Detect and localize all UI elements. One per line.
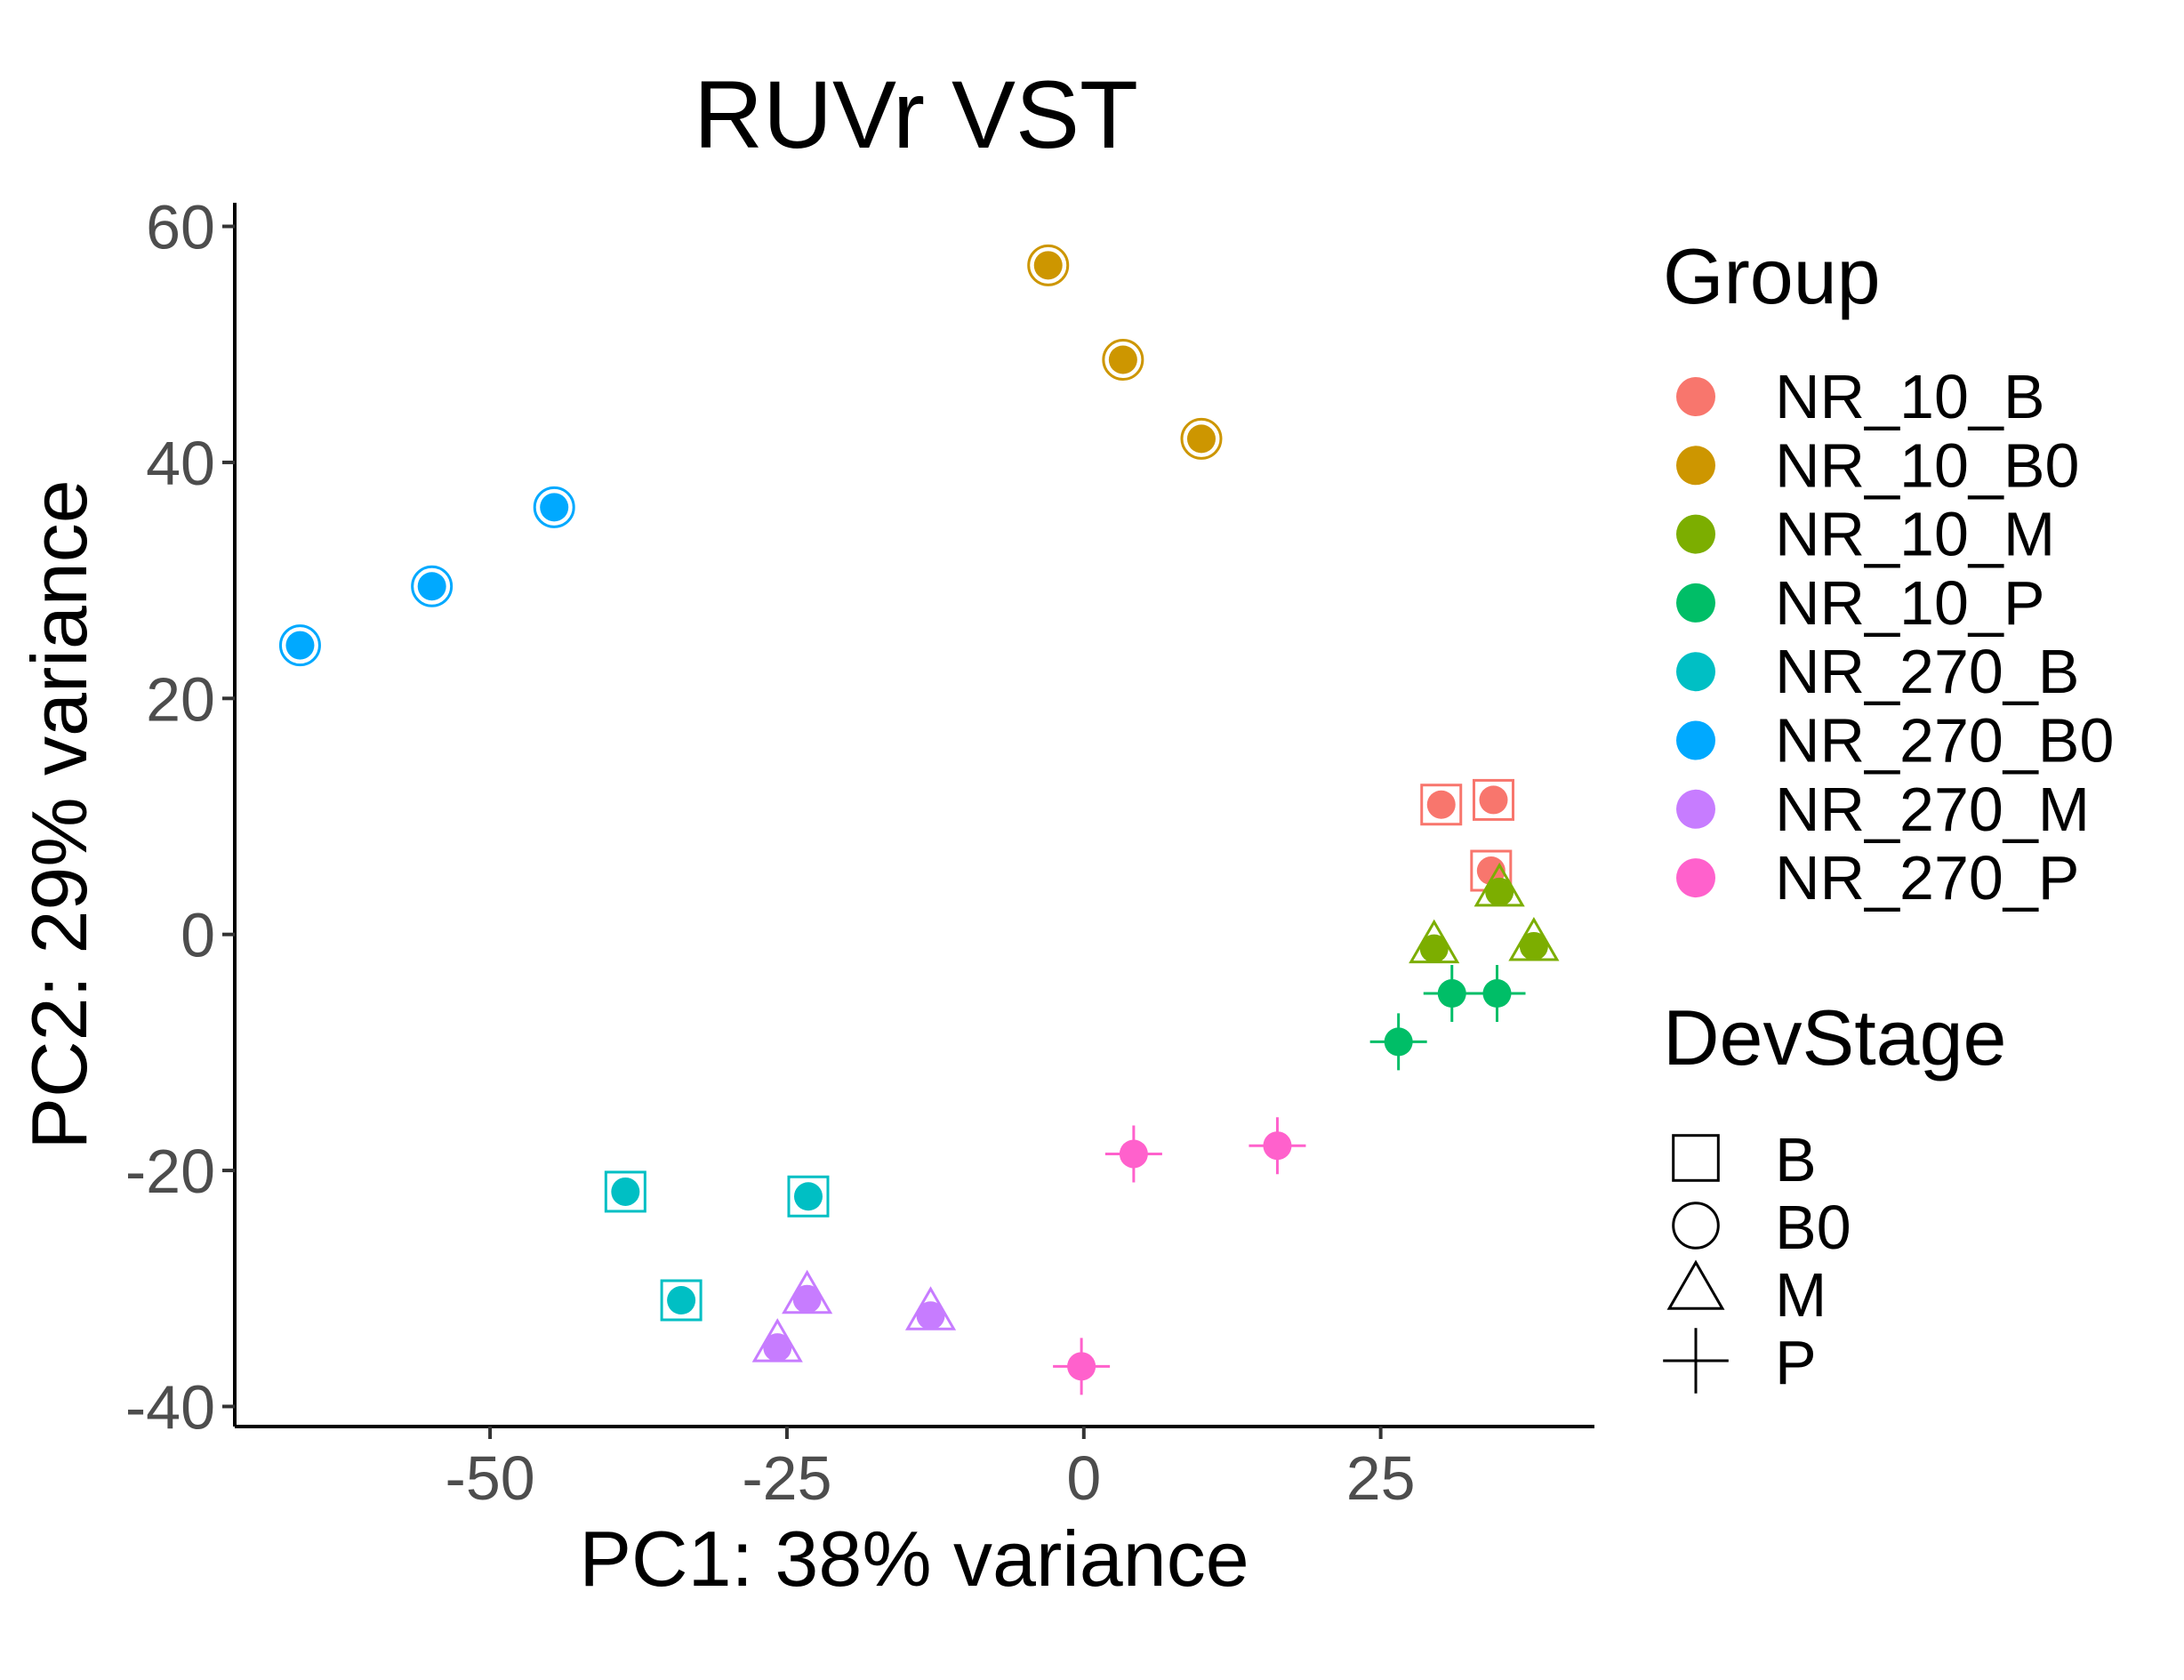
point-shape-B	[1420, 784, 1463, 826]
data-point	[1263, 1131, 1292, 1161]
data-point	[285, 631, 315, 660]
legend-shape-label: B0	[1775, 1193, 1851, 1262]
data-point	[1108, 345, 1137, 374]
legend-shape-circle	[1672, 1202, 1720, 1250]
legend-swatch	[1676, 446, 1715, 486]
legend-swatch	[1676, 858, 1715, 898]
legend-label: NR_270_B0	[1775, 706, 2114, 776]
point-shape-B0	[1027, 244, 1070, 286]
legend-group-title: Group	[1663, 232, 1881, 320]
x-tick-label: 25	[1346, 1443, 1416, 1513]
series-NR_270_B0	[278, 486, 575, 667]
data-points	[278, 244, 1560, 1395]
chart-title: RUVr VST	[694, 60, 1138, 168]
data-point	[793, 1182, 823, 1211]
series-NR_10_M	[1409, 862, 1560, 964]
legend-devstage-title: DevStage	[1663, 993, 2006, 1081]
y-tick-label: 0	[181, 901, 215, 970]
legend-shape-label: M	[1775, 1260, 1827, 1330]
legend-label: NR_270_B	[1775, 637, 2079, 706]
point-shape-B	[787, 1175, 830, 1218]
data-point	[611, 1177, 640, 1206]
legend-label: NR_10_B0	[1775, 430, 2079, 500]
data-point	[1033, 251, 1063, 280]
series-NR_10_B0	[1027, 244, 1223, 460]
legend-swatch	[1676, 514, 1715, 554]
point-shape-B0	[1102, 338, 1144, 381]
series-NR_270_P	[1053, 1117, 1306, 1395]
data-point	[1479, 785, 1508, 815]
legend-label: NR_270_P	[1775, 843, 2079, 912]
data-point	[417, 572, 446, 601]
legend-shape-triangle	[1666, 1259, 1725, 1310]
x-axis-label: PC1: 38% variance	[579, 1515, 1249, 1603]
data-point	[763, 1333, 792, 1362]
data-point	[1186, 424, 1216, 454]
data-point	[792, 1284, 822, 1314]
data-point	[1119, 1139, 1148, 1169]
x-tick-label: -25	[742, 1443, 831, 1513]
legend-shape-plus	[1663, 1328, 1729, 1394]
y-axis-label: PC2: 29% variance	[15, 479, 103, 1149]
legend-shape-square	[1672, 1134, 1720, 1182]
series-NR_270_B	[604, 1170, 830, 1322]
legend-swatch	[1676, 583, 1715, 623]
legend-label: NR_10_P	[1775, 568, 2045, 638]
legend-shape-label: P	[1775, 1328, 1817, 1397]
point-shape-B0	[1180, 417, 1223, 460]
y-tick-label: 60	[146, 193, 215, 262]
data-point	[1426, 790, 1456, 819]
point-shape-B0	[533, 486, 575, 528]
y-tick-label: -40	[125, 1372, 215, 1442]
legend-swatch	[1676, 377, 1715, 416]
data-point	[1067, 1352, 1096, 1381]
series-NR_10_P	[1369, 965, 1526, 1071]
legend-label: NR_10_B	[1775, 362, 2045, 431]
y-tick-label: 40	[146, 429, 215, 498]
point-shape-B0	[278, 624, 321, 667]
data-point	[1384, 1027, 1413, 1057]
legend-swatch	[1676, 652, 1715, 692]
data-point	[1485, 877, 1514, 906]
point-shape-B	[1472, 778, 1514, 821]
y-tick-label: 20	[146, 664, 215, 734]
data-point	[667, 1286, 696, 1315]
y-tick-label: -20	[125, 1137, 215, 1206]
legend-swatch	[1676, 789, 1715, 829]
x-tick-label: 0	[1066, 1443, 1101, 1513]
point-shape-B0	[411, 565, 454, 607]
legend-swatch	[1676, 720, 1715, 760]
y-ticks: -40 -20 0 20 40 60	[125, 193, 235, 1442]
data-point	[540, 493, 569, 522]
x-tick-label: -50	[446, 1443, 535, 1513]
axes: -50 -25 0 25 -40 -20 0 20 40 60	[125, 193, 1594, 1513]
point-shape-B	[660, 1279, 703, 1322]
legend-label: NR_270_M	[1775, 775, 2090, 844]
legend-shape-label: B	[1775, 1125, 1817, 1194]
data-point	[1419, 934, 1449, 963]
series-NR_270_M	[751, 1269, 957, 1362]
data-point	[916, 1301, 945, 1330]
legend-group: Group NR_10_BNR_10_B0NR_10_MNR_10_PNR_27…	[1663, 232, 2114, 912]
data-point	[1519, 931, 1548, 961]
legend-label: NR_10_M	[1775, 500, 2055, 569]
x-ticks: -50 -25 0 25	[446, 1427, 1416, 1513]
data-point	[1437, 979, 1466, 1009]
data-point	[1482, 979, 1512, 1009]
point-shape-B	[604, 1170, 646, 1213]
